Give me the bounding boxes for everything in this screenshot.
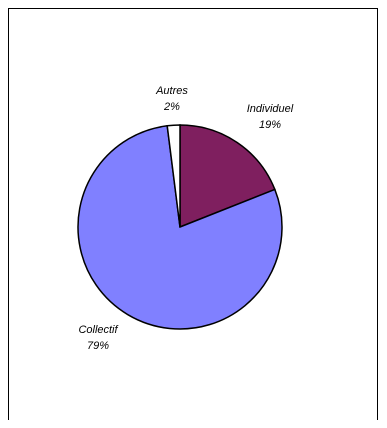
pie-slice-collectif [77,124,283,330]
slice-value-individuel: 19% [259,119,281,131]
slice-value-autres: 2% [163,101,180,113]
slice-label-individuel: Individuel [247,103,294,115]
pie-slice-autres [166,124,181,228]
pie-slice-individuel [179,124,276,229]
slice-value-collectif: 79% [87,340,109,352]
slice-label-collectif: Collectif [78,324,118,336]
slice-label-autres: Autres [155,85,188,97]
